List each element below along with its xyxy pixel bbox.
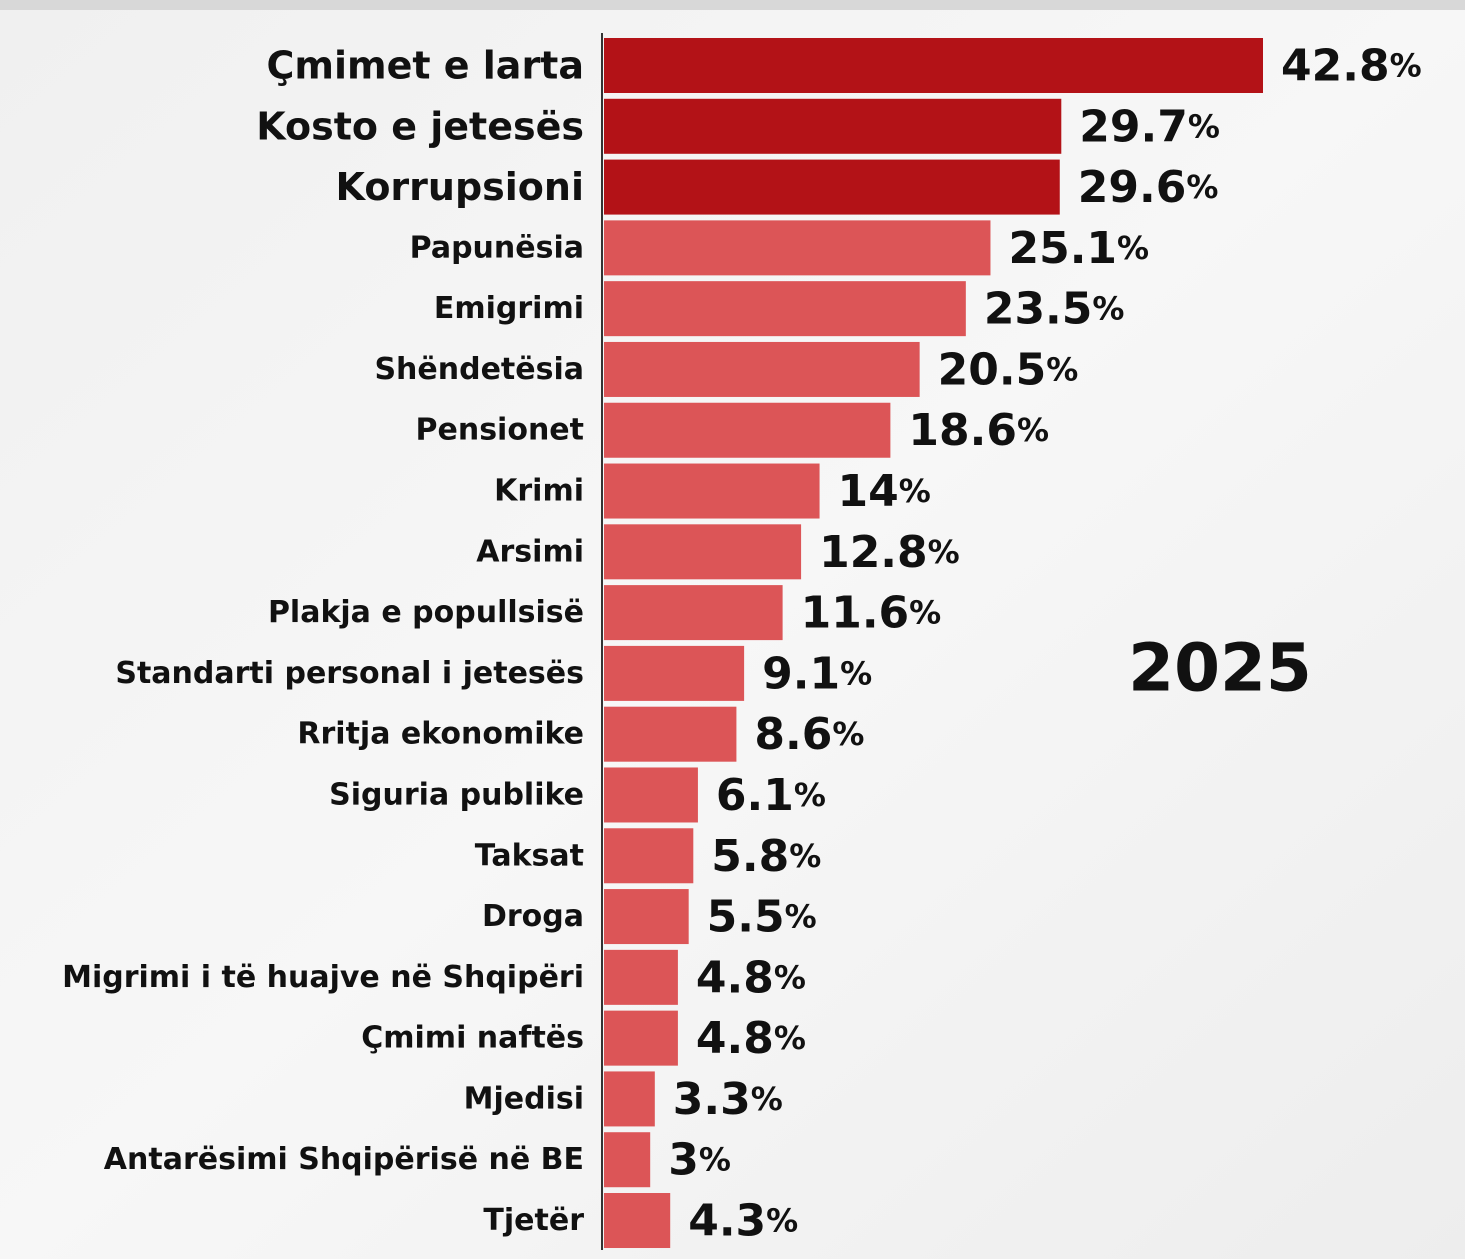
value-label: 25.1% (1008, 222, 1149, 273)
bar (604, 1071, 655, 1127)
bar (604, 585, 783, 641)
category-label: Rritja ekonomike (297, 717, 584, 752)
bar (604, 220, 991, 276)
category-label: Siguria publike (329, 777, 584, 812)
value-label: 3% (668, 1134, 731, 1185)
bar (604, 1193, 671, 1249)
category-label: Korrupsioni (336, 165, 584, 209)
value-label: 14% (838, 466, 931, 517)
category-label: Plakja e popullsisë (268, 595, 584, 630)
value-label: 23.5% (984, 283, 1125, 334)
bar (604, 1132, 651, 1188)
value-label: 29.6% (1078, 162, 1219, 213)
bar (604, 524, 802, 580)
bar (604, 159, 1060, 215)
bar (604, 402, 891, 458)
category-label: Arsimi (476, 534, 584, 569)
value-label: 29.7% (1079, 101, 1220, 152)
value-label: 3.3% (673, 1073, 783, 1124)
bar (604, 889, 689, 945)
category-label: Antarësimi Shqipërisë në BE (104, 1142, 584, 1177)
top-strip (0, 0, 1465, 10)
bar (604, 828, 694, 884)
value-label: 6.1% (716, 769, 826, 820)
value-label: 8.6% (754, 709, 864, 760)
value-label: 12.8% (819, 526, 960, 577)
category-label: Shëndetësia (374, 352, 584, 387)
category-label: Çmimet e larta (267, 44, 585, 88)
category-label: Krimi (494, 474, 584, 509)
category-label: Tjetër (483, 1203, 584, 1238)
bar (604, 706, 737, 762)
category-label: Standarti personal i jetesës (115, 656, 584, 691)
category-label: Çmimi naftës (361, 1021, 584, 1056)
category-label: Emigrimi (434, 291, 584, 326)
bar (604, 38, 1263, 93)
bar (604, 463, 820, 519)
value-label: 4.3% (688, 1195, 798, 1246)
bar (604, 98, 1062, 154)
bar (604, 949, 678, 1005)
value-label: 9.1% (762, 648, 872, 699)
category-label: Mjedisi (464, 1081, 584, 1116)
bar (604, 281, 966, 337)
category-label: Droga (482, 899, 584, 934)
bar (604, 767, 698, 823)
category-label: Taksat (475, 838, 584, 873)
value-label: 18.6% (908, 405, 1049, 456)
bar (604, 645, 745, 701)
category-label: Migrimi i të huajve në Shqipëri (62, 960, 584, 995)
value-label: 11.6% (801, 587, 942, 638)
category-label: Kosto e jetesës (256, 104, 584, 148)
value-label: 20.5% (938, 344, 1079, 395)
category-label: Papunësia (410, 230, 584, 265)
value-label: 5.8% (711, 830, 821, 881)
value-label: 5.5% (707, 891, 817, 942)
value-label: 4.8% (696, 952, 806, 1003)
year-annotation: 2025 (1128, 630, 1312, 707)
category-label: Pensionet (416, 413, 585, 448)
value-label: 4.8% (696, 1013, 806, 1064)
value-label: 42.8% (1281, 40, 1422, 91)
bar (604, 341, 920, 397)
bar (604, 1010, 678, 1066)
